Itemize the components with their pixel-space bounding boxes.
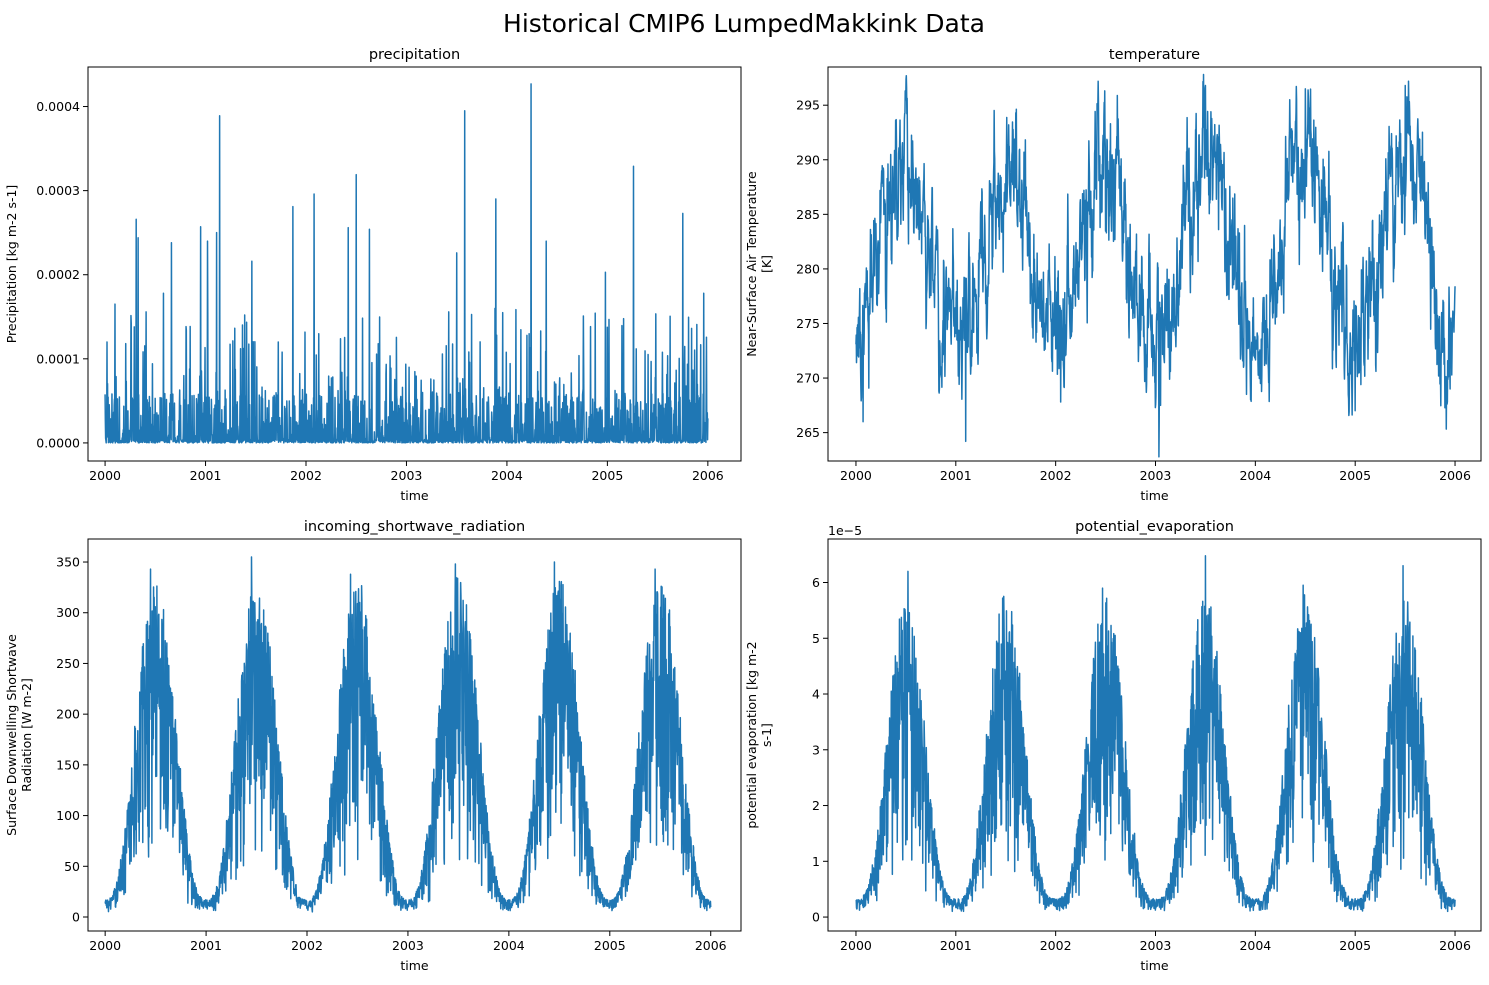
x-tick-label: 2002 xyxy=(1040,468,1072,483)
y-tick-label: 1 xyxy=(812,854,820,869)
y-tick-label: 2 xyxy=(812,798,820,813)
x-tick-label: 2006 xyxy=(692,468,724,483)
x-tick-label: 2002 xyxy=(1040,938,1072,953)
y-axis-label: Near-Surface Air Temperature xyxy=(744,171,759,357)
subplot-shortwave-radiation: 2000 2001 2002 2003 2004 2005 2006 0 50 100 150 200… xyxy=(4,519,742,973)
y-axis-label: Precipitation [kg m-2 s-1] xyxy=(4,185,19,344)
axes-frame xyxy=(827,538,1482,932)
y-tick-label: 5 xyxy=(812,631,820,646)
x-axis-label: time xyxy=(1140,958,1169,973)
x-tick-label: 2001 xyxy=(940,468,972,483)
x-tick-label: 2001 xyxy=(190,468,222,483)
x-tick-label: 2003 xyxy=(1140,938,1172,953)
x-tick-label: 2000 xyxy=(89,468,121,483)
x-tick-label: 2004 xyxy=(491,468,523,483)
y-tick-label: 6 xyxy=(812,575,820,590)
y-tick-label: 3 xyxy=(812,742,820,757)
y-axis-label: [K] xyxy=(759,255,774,273)
x-tick-label: 2006 xyxy=(1439,938,1471,953)
y-tick-label: 350 xyxy=(56,555,80,570)
y-tick-label: 0.0003 xyxy=(36,183,80,198)
y-axis-label: Surface Downwelling Shortwave xyxy=(4,634,19,836)
y-tick-label: 285 xyxy=(796,207,820,222)
y-tick-label: 100 xyxy=(56,808,80,823)
y-tick-label: 290 xyxy=(796,152,820,167)
x-tick-label: 2001 xyxy=(190,938,222,953)
subplot-title: temperature xyxy=(1109,47,1200,63)
subplot-grid: 2000 2001 2002 2003 2004 2005 20060.00000.0001… xyxy=(4,47,1482,973)
y-tick-label: 4 xyxy=(812,687,820,702)
x-tick-label: 2003 xyxy=(392,938,424,953)
axes-frame xyxy=(87,538,742,932)
x-tick-label: 2004 xyxy=(1239,938,1271,953)
subplot-precipitation: 2000 2001 2002 2003 2004 2005 2006 0.0000 0.0001… xyxy=(4,47,742,503)
y-tick-label: 295 xyxy=(796,98,820,113)
y-tick-label: 0.0004 xyxy=(36,99,80,114)
x-tick-label: 2006 xyxy=(1439,468,1471,483)
subplot-title: potential_evaporation xyxy=(1075,519,1234,535)
series-line xyxy=(104,83,709,444)
x-axis-label: time xyxy=(400,488,429,503)
x-tick-label: 2003 xyxy=(1140,468,1172,483)
y-tick-label: 50 xyxy=(64,859,80,874)
y-axis-label: s-1] xyxy=(759,723,774,747)
figure-title: Historical CMIP6 LumpedMakkink Data xyxy=(503,9,985,38)
subplot-potential-evaporation: 2000 2001 2002 2003 2004 2005 2006 0 1 2 3 4 5 6 poten… xyxy=(744,519,1482,973)
y-tick-label: 280 xyxy=(796,261,820,276)
y-tick-label: 0 xyxy=(812,910,820,925)
y-tick-label: 200 xyxy=(56,707,80,722)
y-tick-label: 250 xyxy=(56,656,80,671)
x-tick-label: 2005 xyxy=(1339,468,1371,483)
x-tick-label: 2000 xyxy=(840,938,872,953)
x-tick-label: 2003 xyxy=(391,468,423,483)
axes-frame xyxy=(827,66,1482,462)
subplot-title: precipitation xyxy=(369,47,460,63)
series-line xyxy=(855,554,1456,913)
y-tick-label: 300 xyxy=(56,605,80,620)
series-line xyxy=(104,556,712,913)
x-tick-label: 2005 xyxy=(594,938,626,953)
axes-frame xyxy=(87,66,742,462)
y-axis-label: potential evaporation [kg m-2 xyxy=(744,641,759,828)
x-tick-label: 2004 xyxy=(1239,468,1271,483)
subplot-title: incoming_shortwave_radiation xyxy=(304,519,525,535)
x-tick-label: 2000 xyxy=(840,468,872,483)
x-tick-label: 2004 xyxy=(493,938,525,953)
plot-area xyxy=(88,539,741,931)
x-tick-label: 2002 xyxy=(290,468,322,483)
x-tick-label: 2002 xyxy=(291,938,323,953)
y-tick-label: 0 xyxy=(72,910,80,925)
y-tick-label: 275 xyxy=(796,316,820,331)
x-axis-label: time xyxy=(400,958,429,973)
x-tick-label: 2006 xyxy=(695,938,727,953)
y-tick-label: 270 xyxy=(796,371,820,386)
y-tick-label: 0.0000 xyxy=(36,435,80,450)
x-tick-label: 2000 xyxy=(89,938,121,953)
y-tick-label: 150 xyxy=(56,757,80,772)
x-tick-label: 2005 xyxy=(591,468,623,483)
subplot-temperature: 2000 2001 2002 2003 2004 2005 2006 265 270 275 280… xyxy=(744,47,1482,503)
series-line xyxy=(855,73,1456,458)
y-offset-label: 1e−5 xyxy=(828,523,862,538)
y-tick-label: 0.0001 xyxy=(36,351,80,366)
x-tick-label: 2005 xyxy=(1339,938,1371,953)
y-axis-label: Radiation [W m-2] xyxy=(19,678,34,792)
y-tick-label: 265 xyxy=(796,425,820,440)
y-tick-label: 0.0002 xyxy=(36,267,80,282)
x-tick-label: 2001 xyxy=(940,938,972,953)
x-axis-label: time xyxy=(1140,488,1169,503)
